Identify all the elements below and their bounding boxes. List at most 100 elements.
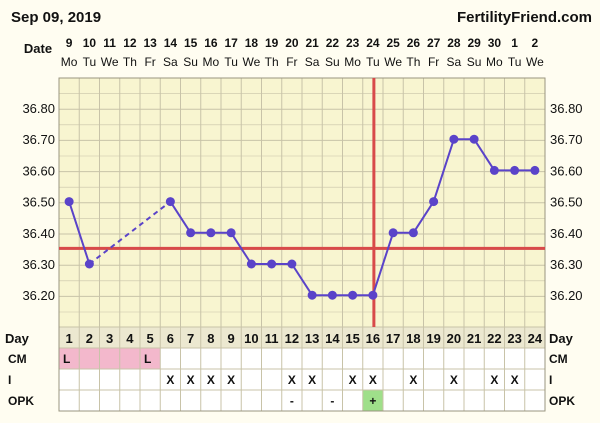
weekday-label: Mo (61, 55, 78, 69)
day-number: 22 (487, 331, 501, 346)
day-number: 6 (167, 331, 174, 346)
day-number: 12 (285, 331, 299, 346)
day-number: 17 (386, 331, 400, 346)
date-label: 20 (285, 36, 299, 50)
temperature-line (371, 232, 395, 296)
date-label: 9 (66, 36, 73, 50)
highlight-cell-cm (140, 348, 161, 369)
day-number: 9 (228, 331, 235, 346)
date-label: 15 (184, 36, 198, 50)
row-cell-i: X (490, 373, 498, 387)
temperature-point (489, 165, 499, 175)
temperature-point (530, 165, 540, 175)
temperature-point (186, 228, 196, 238)
row-label-left: I (8, 373, 11, 387)
date-label: 25 (386, 36, 400, 50)
row-cell-i: X (369, 373, 377, 387)
brand-logo-text: FertilityFriend.com (457, 9, 592, 26)
day-number: 18 (406, 331, 420, 346)
weekday-label: Su (183, 55, 198, 69)
date-label: 18 (245, 36, 259, 50)
temperature-line (68, 201, 91, 265)
temperature-point (287, 259, 297, 269)
date-label: 22 (326, 36, 340, 50)
day-label-right: Day (549, 331, 574, 346)
y-tick-label-left: 36.20 (22, 288, 55, 303)
temperature-point (165, 197, 175, 207)
date-label: 10 (83, 36, 97, 50)
date-label: 1 (511, 36, 518, 50)
temperature-point (348, 290, 358, 300)
row-cell-opk: + (369, 394, 376, 408)
day-number: 4 (126, 331, 134, 346)
day-number: 2 (86, 331, 93, 346)
row-label-right: OPK (549, 394, 575, 408)
temperature-point (368, 290, 378, 300)
y-tick-label-left: 36.70 (22, 132, 55, 147)
temperature-point (206, 228, 216, 238)
row-cell-i: X (409, 373, 417, 387)
date-label: 29 (467, 36, 481, 50)
date-label: 16 (204, 36, 218, 50)
y-tick-label-right: 36.80 (550, 101, 583, 116)
day-number: 10 (244, 331, 258, 346)
y-tick-label-right: 36.60 (550, 163, 583, 178)
weekday-label: Sa (447, 55, 462, 69)
temperature-line (169, 201, 192, 234)
day-number: 11 (265, 331, 279, 346)
weekday-label: We (526, 55, 544, 69)
weekday-label: We (242, 55, 260, 69)
row-cell-i: X (227, 373, 235, 387)
day-number: 3 (106, 331, 113, 346)
row-cell-opk: - (330, 394, 334, 408)
y-tick-label-right: 36.50 (550, 195, 583, 210)
date-label: 14 (164, 36, 178, 50)
temperature-point (408, 228, 418, 238)
highlight-cell-cm (79, 348, 100, 369)
date-label: 17 (224, 36, 238, 50)
temperature-point (246, 259, 256, 269)
weekday-label: Th (265, 55, 279, 69)
row-label-right: I (549, 373, 552, 387)
temperature-point (226, 228, 236, 238)
row-cell-i: X (450, 373, 458, 387)
day-number: 19 (426, 331, 440, 346)
temperature-point (84, 259, 94, 269)
weekday-label: Fr (144, 55, 155, 69)
row-cell-i: X (349, 373, 357, 387)
weekday-label: Th (406, 55, 420, 69)
y-tick-label-left: 36.80 (22, 101, 55, 116)
highlight-cell-cm (119, 348, 140, 369)
temperature-point (429, 197, 439, 207)
weekday-label: Mo (486, 55, 503, 69)
temperature-point (64, 197, 74, 207)
temperature-line (432, 138, 455, 202)
weekday-label: Sa (163, 55, 178, 69)
y-tick-label-right: 36.30 (550, 257, 583, 272)
day-number: 23 (507, 331, 521, 346)
day-number: 20 (447, 331, 461, 346)
date-label: 28 (447, 36, 461, 50)
row-cell-i: X (207, 373, 215, 387)
date-label: 2 (532, 36, 539, 50)
weekday-label: Sa (305, 55, 320, 69)
highlight-cell-opk (362, 390, 383, 411)
day-label-left: Day (5, 331, 30, 346)
weekday-label: Fr (286, 55, 297, 69)
date-label: 23 (346, 36, 360, 50)
date-label: 19 (265, 36, 279, 50)
temperature-point (510, 165, 520, 175)
weekday-label: Th (123, 55, 137, 69)
row-cell-i: X (187, 373, 195, 387)
y-tick-label-right: 36.20 (550, 288, 583, 303)
weekday-label: Fr (428, 55, 439, 69)
temperature-point (449, 134, 459, 144)
y-tick-label-right: 36.70 (550, 132, 583, 147)
y-tick-label-right: 36.40 (550, 226, 583, 241)
y-tick-label-left: 36.30 (22, 257, 55, 272)
weekday-label: We (384, 55, 402, 69)
weekday-label: Tu (83, 55, 97, 69)
weekday-label: Tu (508, 55, 522, 69)
temperature-line (412, 201, 435, 234)
